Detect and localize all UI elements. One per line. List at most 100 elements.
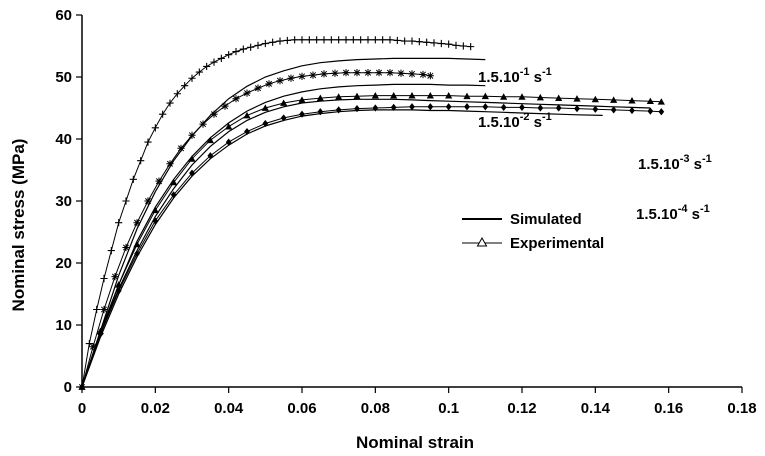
series-3 [78,92,665,390]
data-point [629,106,635,115]
x-tick-label: 0.18 [727,400,756,417]
data-point [243,89,251,97]
data-point [415,38,423,46]
data-point [658,108,665,116]
data-point [574,105,580,113]
data-point [239,45,247,53]
data-point [364,69,372,77]
data-point [188,131,196,139]
data-point [482,103,489,111]
y-tick-label: 20 [55,255,72,272]
data-point [299,110,305,118]
x-tick-label: 0.16 [654,400,683,417]
data-point [390,92,398,99]
data-point [291,36,299,44]
data-point [203,62,211,71]
data-point [390,103,397,111]
y-tick-label: 60 [55,7,72,24]
x-tick-label: 0.02 [141,400,170,417]
data-point [170,178,178,186]
x-axis-label: Nominal strain [356,433,474,452]
data-point [144,138,152,146]
data-point [254,84,262,92]
data-point [327,36,335,44]
data-point [189,169,195,177]
data-point [628,96,636,104]
data-point [379,36,387,44]
y-axis-label: Nominal stress (MPa) [9,139,28,312]
data-point [349,36,357,44]
data-point [261,39,269,48]
data-point [647,107,654,115]
series-1 [78,36,486,391]
data-point [298,96,306,103]
data-point [335,36,343,44]
data-point [408,37,416,45]
data-point [342,36,350,44]
data-point [408,92,416,99]
data-point [276,77,284,85]
data-point [409,103,415,111]
data-point [89,343,97,351]
x-tick-label: 0.04 [214,400,244,417]
data-point [452,41,460,49]
data-point [463,92,471,100]
data-point [331,69,339,77]
data-point [519,103,525,111]
data-point [500,93,508,100]
data-point [555,94,563,101]
data-point [225,51,233,59]
data-point [353,69,361,77]
data-point [265,80,273,88]
data-point [386,69,394,77]
data-point [173,90,181,98]
series-2 [78,69,486,391]
data-point [283,36,291,45]
data-point [122,243,130,252]
data-point [537,104,544,112]
simulated-line-1 [81,57,486,388]
data-point [225,138,232,146]
data-point [85,340,93,348]
data-point [133,219,141,227]
data-point [573,95,581,102]
data-point [225,123,233,130]
data-point [232,95,240,103]
data-point [445,40,453,48]
data-point [335,93,343,100]
data-point [244,127,250,136]
data-point [188,74,196,82]
data-point [152,217,159,225]
data-point [610,106,617,114]
x-tick-label: 0.08 [361,400,390,417]
data-point [536,93,544,101]
data-point [133,240,141,248]
data-point [555,104,562,112]
data-point [166,99,174,107]
data-point [206,136,214,144]
data-point [316,94,324,101]
series-layer [78,36,665,391]
data-point [137,157,145,165]
data-point [342,69,350,77]
data-point [269,38,277,46]
data-point [353,92,361,100]
data-point [500,103,507,111]
data-point [100,274,108,283]
data-point [335,106,342,114]
data-point [298,36,306,44]
data-point [144,197,152,205]
data-point [481,92,489,100]
y-tick-label: 50 [55,69,72,86]
data-point [320,70,328,78]
x-tick-label: 0.1 [438,400,459,417]
y-tick-label: 0 [64,379,72,396]
data-point [464,103,470,111]
data-point [159,110,167,118]
data-point [445,103,452,111]
rate-label-3: 1.5.10-3 s-1 [638,153,712,173]
data-point [151,124,159,132]
data-point [115,287,122,295]
y-tick-label: 40 [55,131,72,148]
